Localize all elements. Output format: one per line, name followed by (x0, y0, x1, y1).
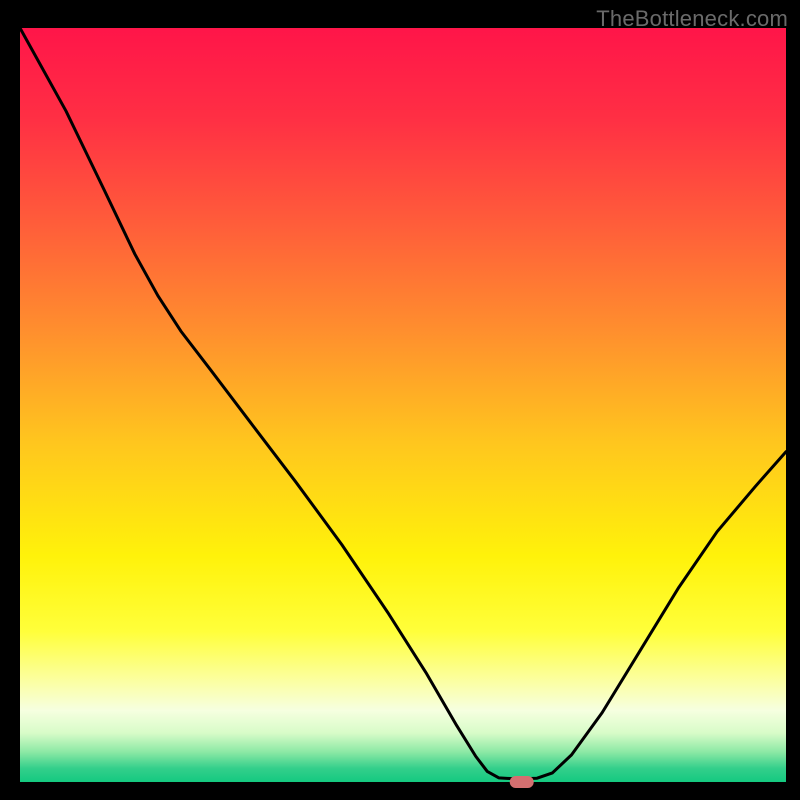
chart-svg (0, 0, 800, 800)
plot-background (20, 28, 786, 782)
baseline-bar (20, 782, 786, 784)
figure-stage: TheBottleneck.com (0, 0, 800, 800)
watermark-label: TheBottleneck.com (596, 6, 788, 32)
optimum-marker (510, 776, 534, 788)
